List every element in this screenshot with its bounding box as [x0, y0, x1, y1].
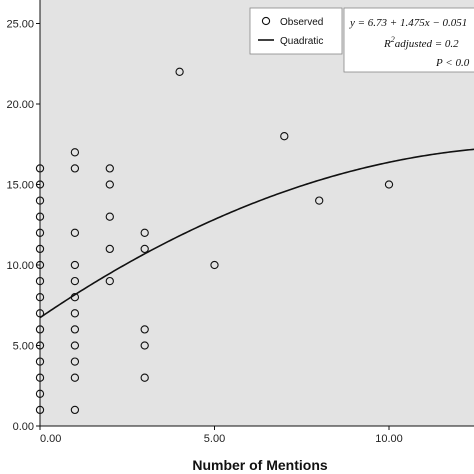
observed-point	[70, 405, 80, 415]
observed-point	[70, 276, 80, 286]
observed-point	[35, 196, 45, 205]
y-tick-label: 25.00	[6, 19, 34, 31]
equation-box	[343, 7, 474, 73]
x-tick-label: 5.00	[204, 433, 225, 445]
observed-point	[105, 164, 114, 173]
x-tick-label: 0.00	[40, 433, 61, 445]
observed-point	[70, 148, 80, 157]
observed-point	[105, 244, 114, 254]
legend-box	[249, 7, 343, 55]
legend-observed-label: Observed	[280, 17, 323, 28]
observed-point	[175, 67, 184, 76]
observed-point	[35, 180, 45, 189]
observed-point	[140, 325, 149, 334]
observed-point	[280, 132, 289, 141]
observed-point	[70, 228, 80, 237]
equation-line-2: R2adjusted = 0.2	[383, 35, 459, 50]
observed-point	[35, 373, 45, 382]
observed-point	[35, 357, 45, 366]
y-tick-label: 10.00	[6, 260, 34, 272]
observed-point	[35, 244, 45, 254]
observed-point	[140, 244, 149, 254]
legend-quadratic-label: Quadratic	[280, 36, 323, 47]
legend-observed-marker	[261, 16, 271, 26]
legend: Observed Quadratic	[249, 7, 343, 55]
observed-point	[140, 228, 149, 237]
observed-point	[105, 276, 114, 286]
observed-point	[105, 212, 114, 221]
observed-point	[35, 276, 45, 286]
observed-point	[70, 341, 80, 350]
y-tick-label: 5.00	[13, 341, 34, 353]
observed-point	[35, 164, 45, 173]
equation-annotation: y = 6.73 + 1.475x − 0.051 R2adjusted = 0…	[343, 7, 474, 73]
observed-point	[70, 309, 80, 318]
observed-point	[35, 212, 45, 221]
observed-point	[70, 260, 80, 270]
observed-point	[140, 373, 149, 382]
quadratic-fit-line	[39, 148, 474, 319]
observed-point	[35, 293, 45, 302]
equation-line-2-rest: adjusted = 0.2	[395, 38, 459, 50]
observed-point	[70, 357, 80, 366]
observed-point	[35, 341, 45, 350]
y-tick-label: 15.00	[6, 180, 34, 192]
observed-point	[70, 164, 80, 173]
observed-point	[70, 325, 80, 334]
observed-point	[35, 405, 45, 415]
y-tick-label: 20.00	[6, 99, 34, 111]
observed-points	[35, 67, 394, 415]
x-axis-label: Number of Mentions	[192, 457, 328, 473]
observed-point	[35, 389, 45, 398]
observed-point	[210, 260, 219, 270]
x-tick-label: 10.00	[375, 433, 403, 445]
observed-point	[35, 228, 45, 237]
observed-point	[105, 180, 114, 189]
y-axis: 0.00 5.00 10.00 15.00 20.00 25.00	[6, 0, 41, 433]
observed-point	[70, 373, 80, 382]
equation-line-3: P < 0.0	[435, 57, 470, 69]
observed-point	[35, 260, 45, 270]
equation-line-1: y = 6.73 + 1.475x − 0.051	[349, 17, 467, 29]
equation-superscript: 2	[391, 35, 395, 44]
observed-point	[140, 341, 149, 350]
observed-point	[384, 180, 394, 189]
y-tick-label: 0.00	[13, 421, 34, 433]
observed-point	[35, 325, 45, 334]
observed-point	[315, 196, 324, 205]
